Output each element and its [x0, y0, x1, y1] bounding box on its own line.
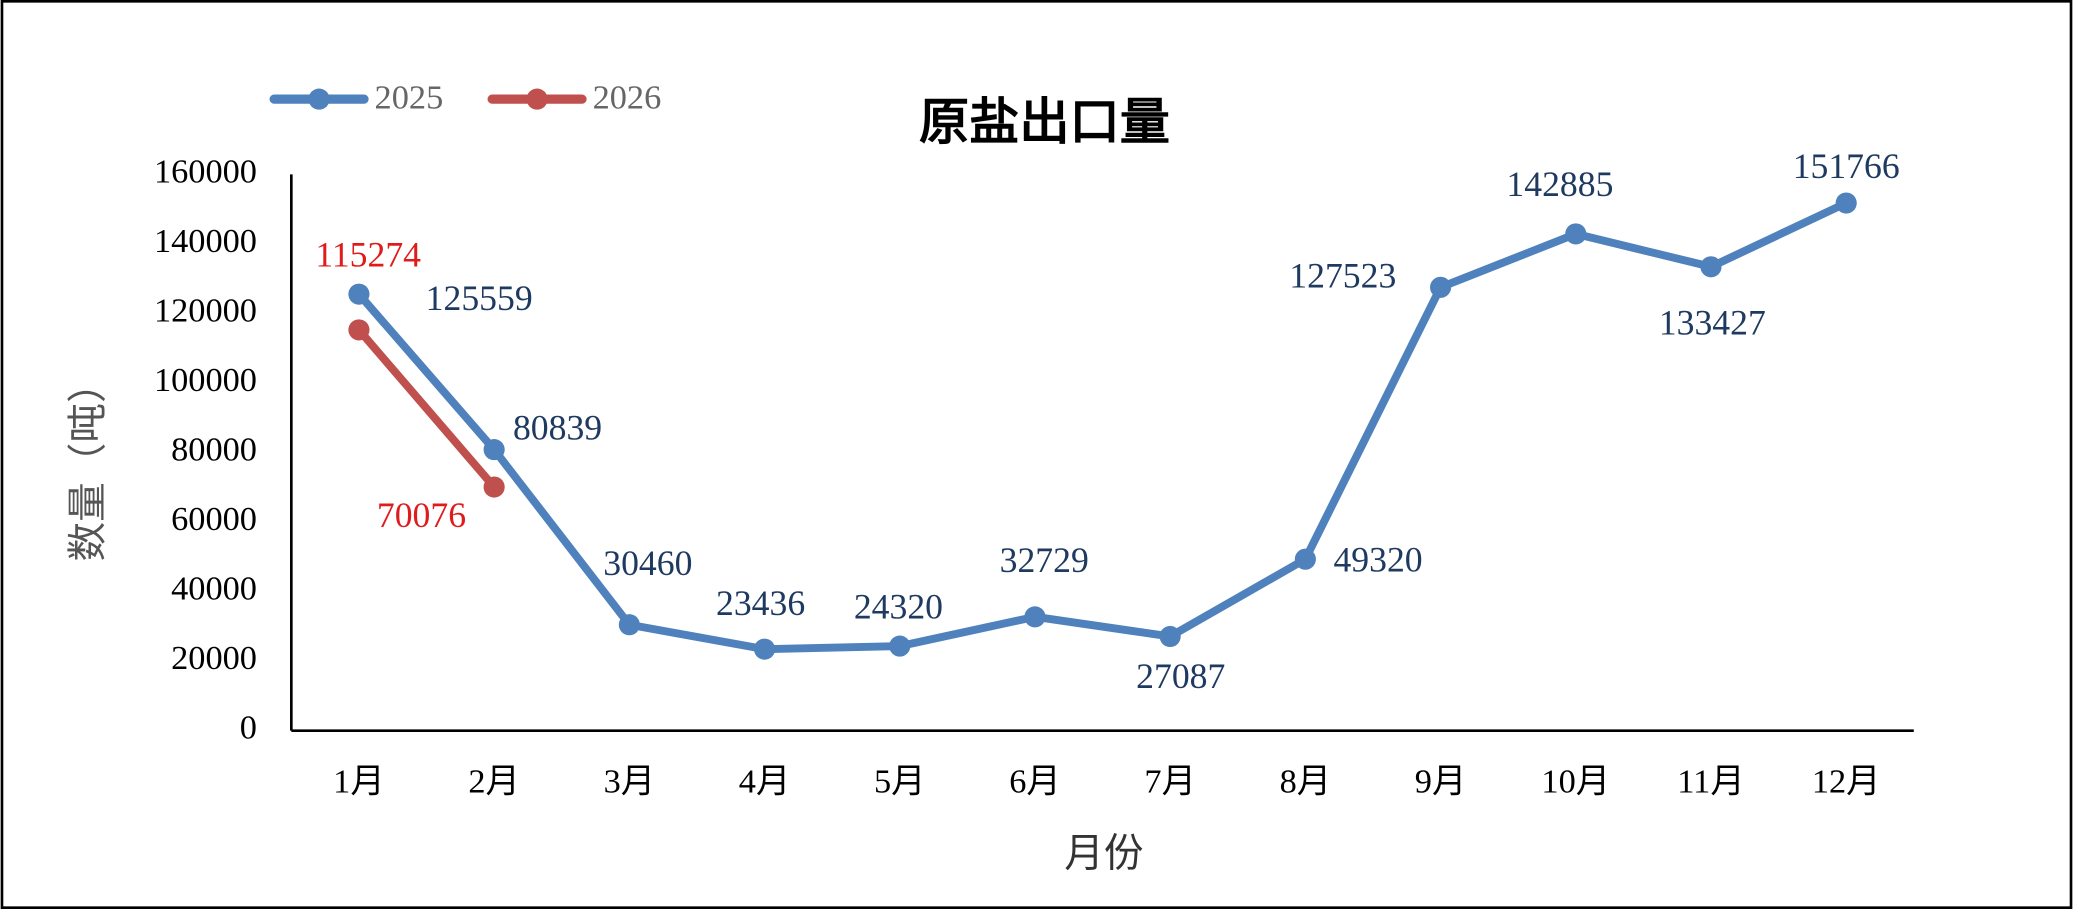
- x-tick-label: 4月: [739, 763, 791, 801]
- data-point: [889, 635, 911, 657]
- x-tick-label: 11月: [1677, 763, 1744, 801]
- data-point: [1159, 625, 1181, 648]
- data-label: 27087: [1136, 656, 1225, 696]
- y-tick-label: 120000: [154, 291, 257, 329]
- data-point: [753, 638, 776, 660]
- x-tick-label: 5月: [874, 763, 926, 801]
- data-point: [1835, 192, 1857, 214]
- x-tick-label: 12月: [1812, 763, 1881, 801]
- data-label: 80839: [513, 407, 602, 447]
- data-point: [618, 614, 640, 636]
- y-tick-label: 20000: [171, 639, 257, 677]
- y-axis-label: 数量（吨）: [65, 363, 111, 561]
- y-tick-label: 0: [240, 709, 257, 747]
- x-tick-label: 7月: [1144, 763, 1196, 801]
- y-tick-label: 160000: [154, 152, 257, 190]
- data-point: [1294, 548, 1316, 570]
- y-tick-label: 140000: [154, 222, 257, 260]
- data-label: 125559: [426, 278, 533, 318]
- data-point: [1430, 276, 1452, 298]
- data-label: 24320: [854, 587, 943, 627]
- y-tick-label: 100000: [154, 361, 257, 399]
- data-point: [1565, 223, 1587, 245]
- data-label: 133427: [1659, 302, 1766, 342]
- data-point: [483, 476, 505, 498]
- data-label: 23436: [716, 583, 805, 623]
- legend-marker: [308, 88, 330, 110]
- data-label: 115274: [315, 235, 421, 275]
- x-tick-label: 6月: [1009, 763, 1061, 801]
- y-tick-label: 60000: [171, 500, 257, 538]
- x-tick-label: 3月: [604, 763, 656, 801]
- x-tick-label: 2月: [468, 763, 520, 801]
- data-label: 127523: [1289, 256, 1396, 296]
- x-tick-label: 10月: [1541, 763, 1610, 801]
- data-point: [1700, 256, 1722, 278]
- legend-label: 2025: [375, 78, 444, 116]
- data-point: [1024, 606, 1046, 628]
- data-label: 142885: [1506, 164, 1613, 204]
- y-tick-label: 40000: [171, 569, 257, 607]
- data-point: [348, 283, 370, 305]
- x-axis-label: 月份: [1064, 831, 1143, 877]
- data-label: 70076: [377, 495, 466, 535]
- data-label: 32729: [1000, 540, 1089, 580]
- data-label: 49320: [1333, 539, 1422, 579]
- data-point: [483, 439, 505, 461]
- y-tick-label: 80000: [171, 430, 257, 468]
- data-point: [348, 319, 370, 341]
- chart-title: 原盐出口量: [919, 92, 1170, 151]
- x-tick-label: 1月: [333, 763, 385, 801]
- x-tick-label: 8月: [1280, 763, 1332, 801]
- series-line: [355, 199, 1848, 654]
- series-line: [355, 327, 498, 490]
- data-label: 151766: [1793, 146, 1900, 186]
- data-label: 30460: [603, 543, 692, 583]
- legend-marker: [526, 88, 548, 110]
- x-tick-label: 9月: [1415, 763, 1467, 801]
- legend-label: 2026: [593, 78, 662, 116]
